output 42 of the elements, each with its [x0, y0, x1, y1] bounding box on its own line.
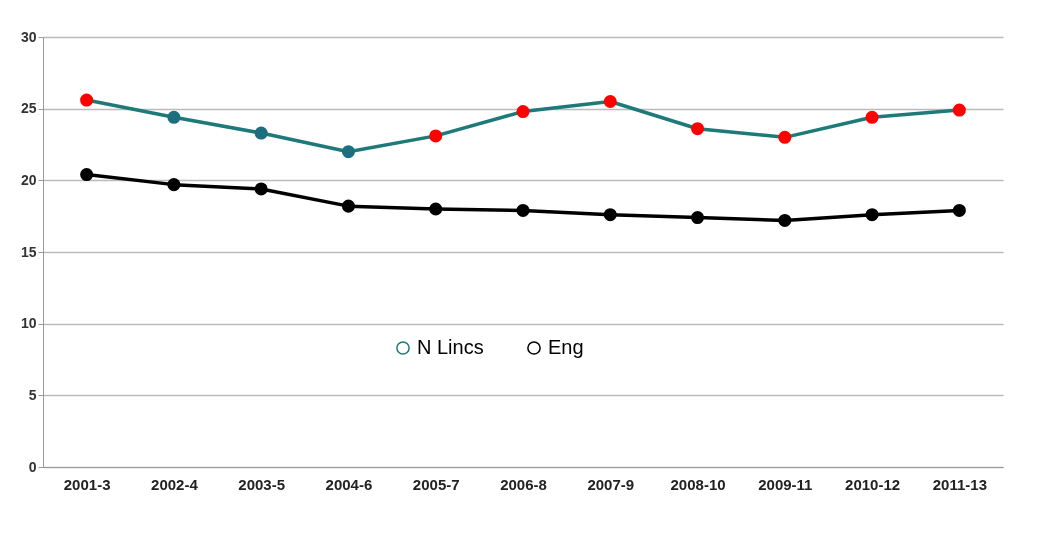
legend-label: N Lincs	[417, 336, 484, 358]
y-tick-label: 0	[28, 458, 37, 475]
x-tick-label: 2005-7	[412, 475, 460, 493]
x-tick-label: 2003-5	[238, 475, 286, 493]
point	[516, 105, 530, 119]
x-tick-label: 2007-9	[587, 475, 635, 493]
point	[254, 182, 268, 196]
point	[952, 103, 966, 117]
x-tick-label: 2002-4	[151, 475, 199, 493]
x-tick-label: 2011-13	[932, 475, 987, 493]
legend-label: Eng	[548, 336, 584, 358]
y-tick-label: 30	[20, 28, 37, 45]
point	[167, 178, 181, 192]
point	[865, 208, 879, 222]
point	[429, 129, 443, 143]
x-tick-label: 2010-12	[845, 475, 901, 493]
point	[167, 110, 181, 124]
y-tick-label: 20	[20, 171, 37, 188]
point	[254, 126, 268, 140]
y-tick-label: 10	[20, 315, 37, 332]
y-tick-label: 5	[28, 386, 37, 403]
point	[865, 110, 879, 124]
point	[778, 213, 792, 227]
x-tick-label: 2008-10	[670, 475, 726, 493]
x-tick-label: 2004-6	[325, 475, 373, 493]
y-tick-label: 15	[20, 243, 37, 260]
point	[603, 208, 617, 222]
point	[80, 168, 94, 182]
point	[429, 202, 443, 216]
point	[952, 203, 966, 217]
point	[778, 130, 792, 144]
point	[80, 93, 94, 107]
x-tick-label: 2009-11	[758, 475, 813, 493]
point	[691, 211, 705, 225]
y-tick-label: 25	[20, 100, 37, 117]
x-tick-label: 2001-3	[63, 475, 111, 493]
x-tick-label: 2006-8	[500, 475, 547, 493]
point	[603, 94, 617, 109]
point	[341, 145, 355, 159]
point	[691, 122, 705, 136]
point	[516, 203, 530, 217]
point	[341, 199, 355, 213]
